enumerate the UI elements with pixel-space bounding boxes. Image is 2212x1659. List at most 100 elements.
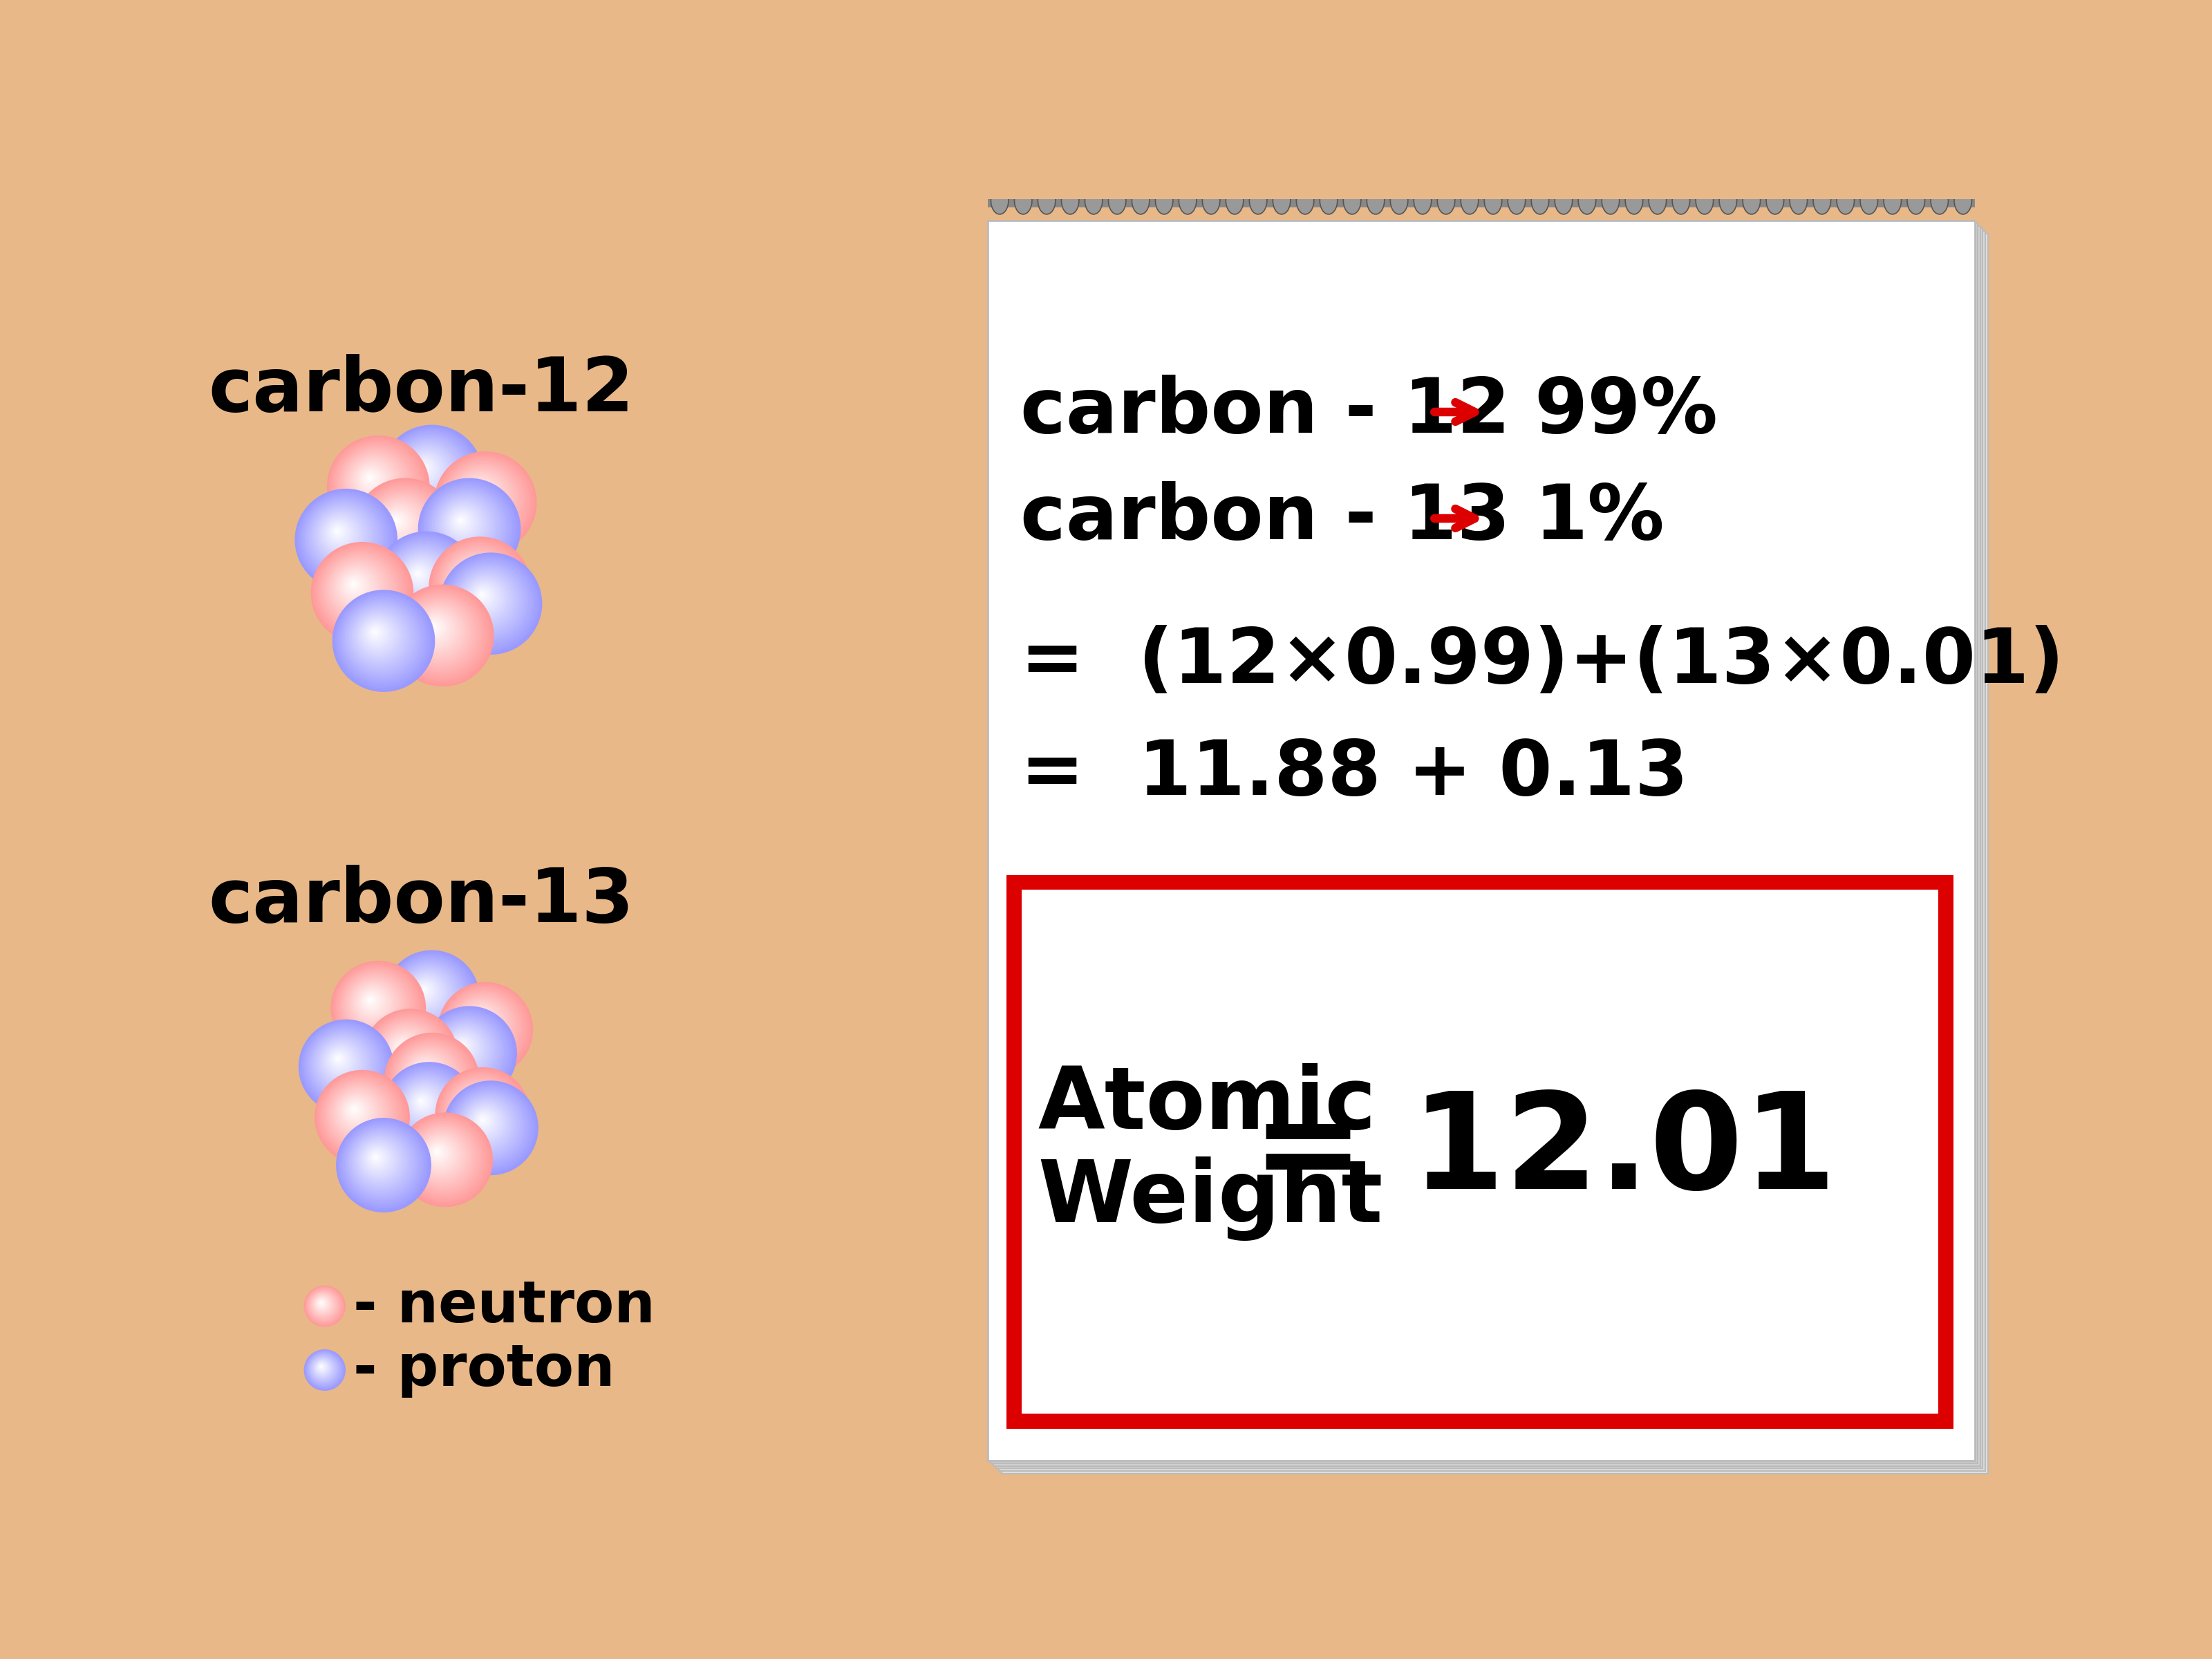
Circle shape	[314, 546, 409, 639]
Circle shape	[310, 1355, 336, 1382]
Circle shape	[345, 1100, 367, 1121]
Circle shape	[354, 1135, 407, 1188]
Text: carbon - 13: carbon - 13	[1020, 481, 1511, 556]
Circle shape	[431, 539, 529, 635]
Circle shape	[445, 1029, 484, 1068]
Circle shape	[445, 1082, 535, 1173]
Circle shape	[312, 544, 411, 642]
Circle shape	[396, 962, 462, 1027]
Circle shape	[460, 1098, 513, 1151]
Circle shape	[409, 1125, 476, 1190]
Circle shape	[462, 1100, 511, 1146]
Bar	[989, 221, 1975, 1460]
Circle shape	[436, 1020, 495, 1080]
Circle shape	[462, 1007, 498, 1042]
Circle shape	[438, 1022, 493, 1078]
Circle shape	[336, 1118, 431, 1213]
Circle shape	[442, 1025, 489, 1073]
Circle shape	[321, 514, 361, 554]
Circle shape	[369, 1151, 383, 1165]
Circle shape	[407, 564, 431, 587]
Circle shape	[447, 1080, 513, 1145]
Circle shape	[418, 463, 429, 473]
Circle shape	[418, 1067, 431, 1078]
Circle shape	[385, 541, 465, 620]
Circle shape	[422, 1007, 518, 1100]
Circle shape	[425, 1009, 513, 1097]
Circle shape	[378, 503, 422, 546]
Circle shape	[316, 1072, 407, 1163]
Circle shape	[469, 484, 489, 506]
Circle shape	[467, 1098, 484, 1117]
Circle shape	[387, 1035, 478, 1125]
Circle shape	[347, 977, 403, 1034]
Circle shape	[469, 1012, 489, 1034]
Circle shape	[396, 589, 487, 680]
Circle shape	[349, 1103, 361, 1117]
Circle shape	[445, 557, 535, 649]
Circle shape	[358, 617, 396, 654]
Circle shape	[416, 1063, 434, 1083]
Circle shape	[449, 557, 500, 609]
Circle shape	[385, 1030, 427, 1073]
Circle shape	[442, 987, 526, 1070]
Circle shape	[307, 1354, 341, 1385]
Circle shape	[294, 489, 396, 591]
Circle shape	[378, 1025, 436, 1080]
Circle shape	[438, 498, 493, 552]
Circle shape	[361, 469, 380, 489]
Circle shape	[416, 1131, 467, 1181]
Circle shape	[456, 564, 493, 601]
Circle shape	[438, 1068, 529, 1160]
Circle shape	[378, 503, 420, 544]
Circle shape	[394, 587, 489, 682]
Circle shape	[387, 511, 409, 534]
Circle shape	[361, 1143, 396, 1176]
Ellipse shape	[1509, 186, 1526, 214]
Circle shape	[336, 592, 431, 687]
Ellipse shape	[1484, 186, 1502, 214]
Circle shape	[332, 562, 385, 615]
Circle shape	[394, 438, 465, 509]
Circle shape	[383, 428, 478, 523]
Circle shape	[476, 1112, 493, 1130]
Circle shape	[369, 494, 434, 557]
Ellipse shape	[1203, 186, 1221, 214]
Circle shape	[392, 516, 403, 526]
Circle shape	[442, 987, 524, 1068]
Ellipse shape	[1272, 186, 1290, 214]
Circle shape	[407, 450, 447, 491]
Circle shape	[445, 989, 524, 1067]
Circle shape	[453, 566, 524, 637]
Circle shape	[369, 1150, 385, 1166]
Circle shape	[327, 1083, 392, 1146]
Circle shape	[338, 446, 414, 521]
Circle shape	[367, 1150, 387, 1168]
Circle shape	[416, 609, 460, 652]
Circle shape	[453, 999, 511, 1053]
Ellipse shape	[1836, 186, 1854, 214]
Circle shape	[394, 1039, 416, 1060]
Circle shape	[367, 1014, 451, 1097]
Circle shape	[352, 1108, 356, 1110]
Circle shape	[400, 967, 456, 1020]
Circle shape	[394, 1073, 460, 1140]
Circle shape	[407, 1055, 447, 1095]
Circle shape	[460, 476, 500, 518]
Circle shape	[409, 455, 440, 484]
Circle shape	[473, 1019, 480, 1025]
Circle shape	[434, 541, 524, 632]
Circle shape	[356, 1138, 403, 1185]
Circle shape	[316, 1362, 327, 1372]
Circle shape	[476, 1020, 478, 1024]
Circle shape	[449, 562, 529, 640]
Circle shape	[456, 1093, 520, 1156]
Circle shape	[442, 503, 484, 544]
Circle shape	[380, 425, 482, 526]
Circle shape	[392, 1040, 469, 1117]
Circle shape	[319, 1075, 405, 1158]
Circle shape	[447, 1083, 535, 1171]
Circle shape	[449, 1087, 531, 1168]
Circle shape	[429, 1014, 504, 1090]
Circle shape	[387, 433, 473, 516]
